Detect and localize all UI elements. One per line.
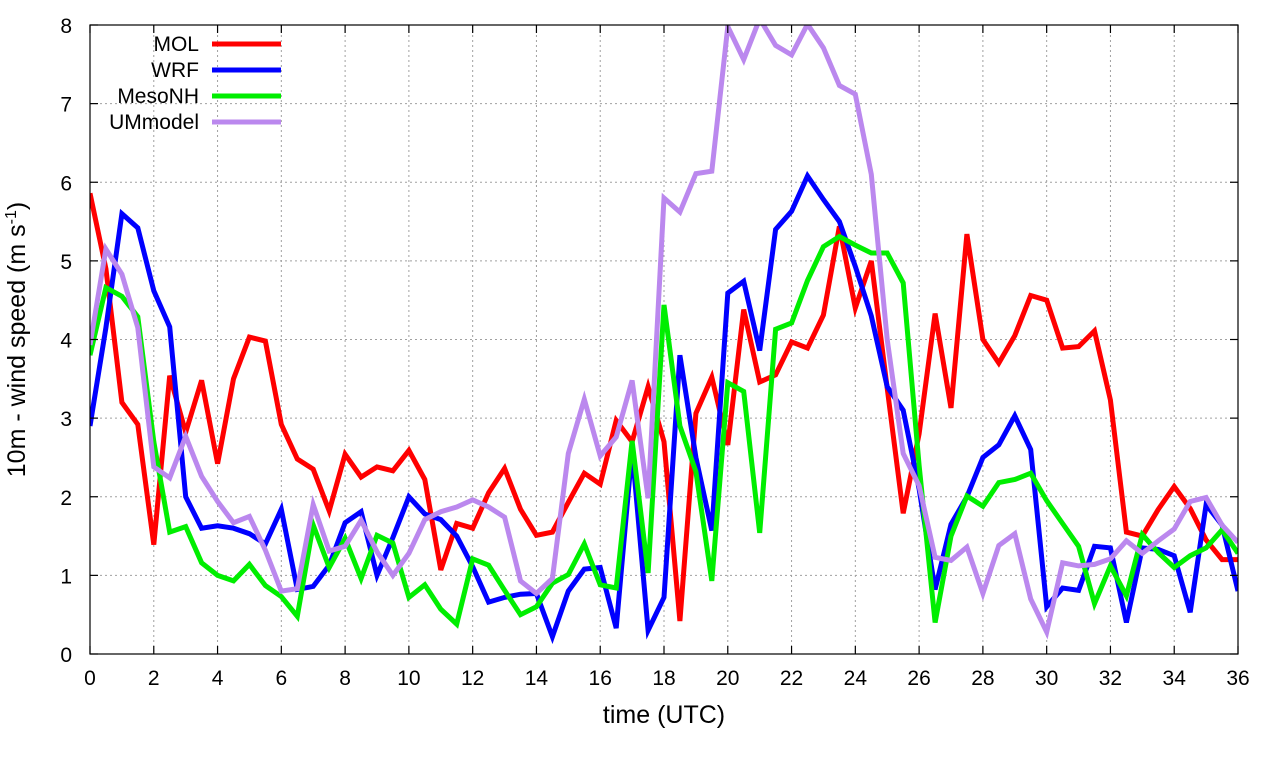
y-tick-label: 1 [60, 565, 72, 588]
x-tick-label: 2 [148, 667, 160, 690]
y-tick-label: 3 [60, 408, 72, 431]
y-tick-label: 4 [60, 330, 72, 353]
x-tick-label: 24 [844, 667, 868, 690]
series-line-wrf [90, 170, 1238, 645]
y-tick-label: 5 [60, 251, 72, 274]
y-tick-labels: 0 1 2 3 4 5 6 7 8 [60, 15, 72, 667]
x-tick-label: 10 [397, 667, 420, 690]
x-tick-label: 18 [652, 667, 675, 690]
y-tick-label: 2 [60, 487, 72, 510]
y-tick-label: 7 [60, 94, 72, 117]
x-tick-label: 22 [780, 667, 803, 690]
x-tick-label: 20 [716, 667, 739, 690]
x-tick-label: 16 [589, 667, 612, 690]
x-tick-label: 34 [1163, 667, 1187, 690]
legend: MOL WRF MesoNH UMmodel [109, 33, 281, 134]
x-tick-label: 8 [339, 667, 351, 690]
x-tick-label: 0 [84, 667, 96, 690]
x-tick-labels: 0 2 4 6 8 10 12 14 16 18 20 22 24 26 28 30 32 34 36 [84, 667, 1250, 690]
y-axis-label-superscript: -1 [3, 210, 20, 224]
x-tick-label: 4 [212, 667, 224, 690]
y-axis-label: 10m - wind speed (m s-1) [3, 202, 31, 477]
x-axis-label: time (UTC) [603, 701, 725, 729]
y-axis-label-end: ) [3, 202, 31, 210]
x-tick-label: 12 [461, 667, 484, 690]
legend-label-mol: MOL [153, 33, 199, 56]
series-line-mol [90, 192, 1238, 622]
y-tick-label: 6 [60, 172, 72, 195]
x-tick-label: 26 [907, 667, 930, 690]
y-tick-label: 8 [60, 15, 72, 38]
legend-label-ummodel: UMmodel [109, 111, 199, 134]
axis-ticks [89, 24, 1239, 655]
x-tick-label: 6 [275, 667, 287, 690]
legend-label-wrf: WRF [151, 59, 199, 82]
series-line-mesonh [90, 233, 1238, 629]
y-axis-label-main: 10m - wind speed (m s [3, 224, 31, 477]
legend-label-mesonh: MesoNH [117, 85, 199, 108]
x-tick-label: 30 [1035, 667, 1058, 690]
x-tick-label: 32 [1099, 667, 1122, 690]
x-tick-label: 36 [1226, 667, 1249, 690]
x-tick-label: 28 [971, 667, 994, 690]
y-tick-label: 0 [60, 644, 72, 667]
series-lines [90, 25, 1238, 645]
series-line-ummodel [90, 25, 1238, 640]
x-tick-label: 14 [525, 667, 549, 690]
